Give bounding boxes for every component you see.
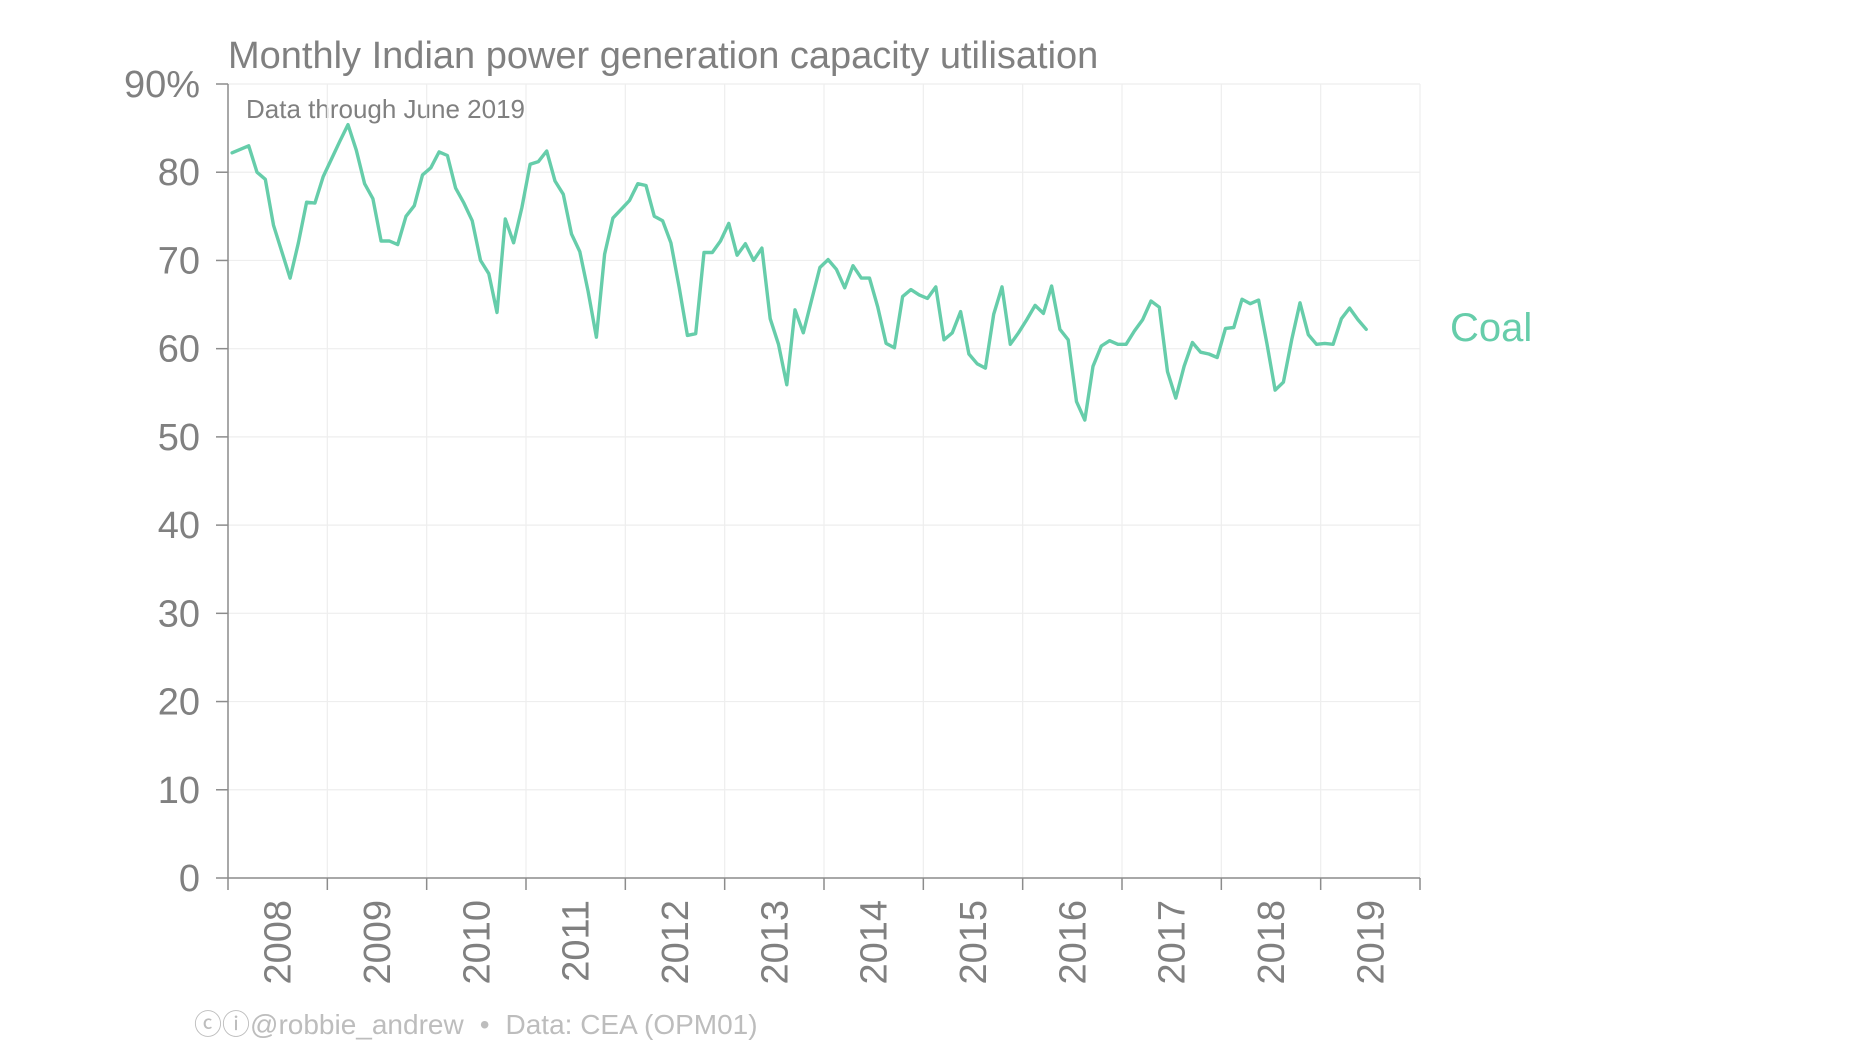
footer-source: Data: CEA (OPM01) [506, 1009, 758, 1040]
x-tick-label: 2008 [258, 900, 300, 985]
x-tick-label: 2011 [556, 900, 598, 982]
cc-license-icon: ⓒⓘ [194, 1009, 250, 1040]
y-tick-label: 70 [158, 240, 200, 282]
x-tick-label: 2018 [1251, 900, 1293, 985]
x-tick-label: 2014 [854, 900, 896, 985]
footer: ⓒⓘ@robbie_andrew • Data: CEA (OPM01) [194, 1009, 758, 1040]
svg-text:ⓒⓘ@robbie_andrew•Data: CEA (OP: ⓒⓘ@robbie_andrew • Data: CEA (OPM01) [194, 1009, 758, 1040]
chart-subtitle: Data through June 2019 [246, 94, 525, 124]
y-tick-label: 30 [158, 593, 200, 635]
series-line-coal [230, 122, 1368, 422]
y-axis-ticks: 0 10 20 30 40 50 60 70 80 90% [124, 64, 200, 900]
y-tick-label: 60 [158, 329, 200, 371]
y-tick-label: 10 [158, 770, 200, 812]
x-tick-label: 2010 [456, 900, 498, 985]
x-tick-label: 2009 [357, 900, 399, 985]
chart-title: Monthly Indian power generation capacity… [228, 35, 1098, 77]
x-tick-label: 2016 [1052, 900, 1094, 985]
series-label-coal: Coal [1450, 306, 1532, 350]
y-tick-label: 90% [124, 64, 200, 106]
y-tick-label: 0 [179, 858, 200, 900]
series-lines [230, 122, 1368, 422]
grid [228, 83, 1421, 878]
footer-author[interactable]: @robbie_andrew [250, 1009, 464, 1040]
y-tick-label: 20 [158, 682, 200, 724]
series-labels: Coal [1450, 306, 1532, 350]
axes [216, 83, 1421, 890]
y-tick-label: 50 [158, 417, 200, 459]
x-tick-label: 2019 [1350, 900, 1392, 985]
y-tick-label: 80 [158, 152, 200, 194]
x-axis-ticks: 2008 2009 2010 2011 2012 2013 2014 2015 2016 2017… [258, 900, 1393, 985]
x-tick-label: 2012 [655, 900, 697, 985]
x-tick-label: 2015 [953, 900, 995, 985]
footer-separator: • [480, 1009, 490, 1040]
x-tick-label: 2017 [1152, 900, 1194, 985]
y-tick-label: 40 [158, 505, 200, 547]
x-tick-label: 2013 [754, 900, 796, 985]
